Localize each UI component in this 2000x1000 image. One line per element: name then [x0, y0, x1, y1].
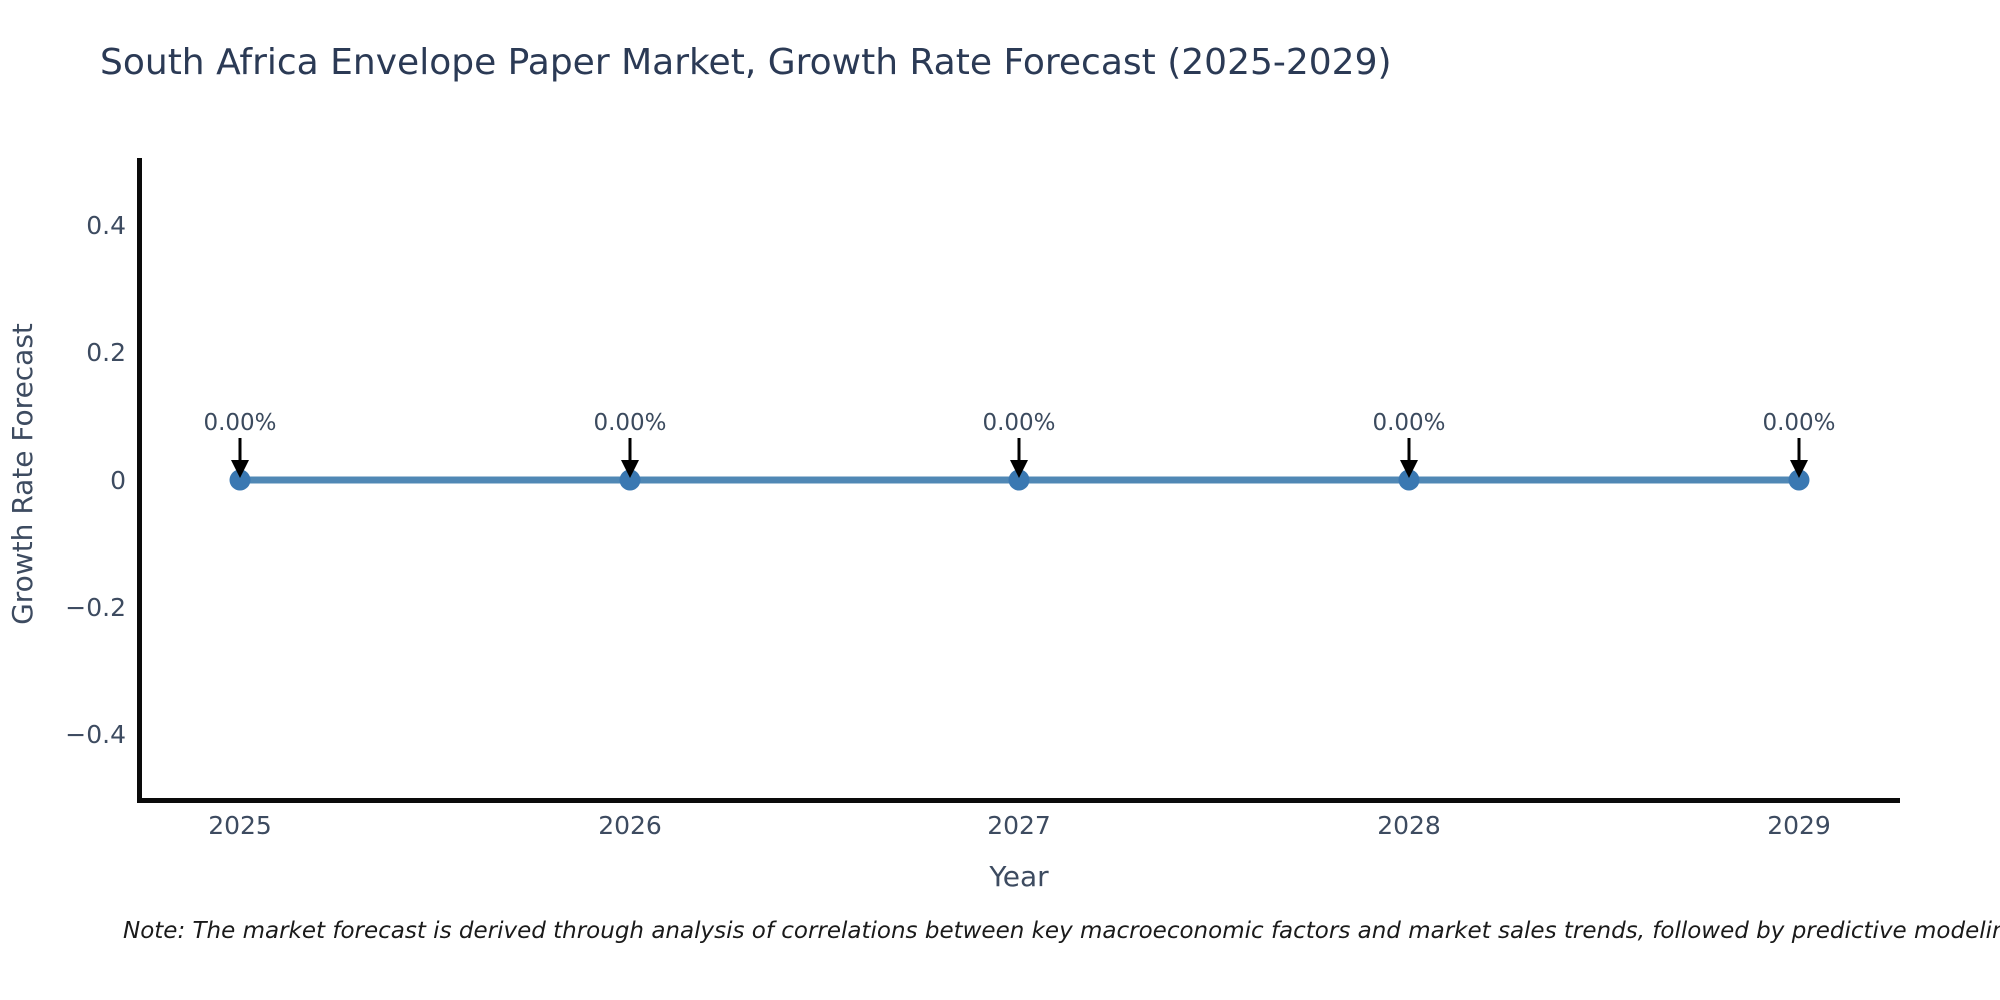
annotation-arrow	[621, 438, 639, 478]
data-point-value-label: 0.00%	[982, 410, 1055, 436]
x-tick-label: 2029	[1767, 811, 1831, 840]
axis-spines	[137, 158, 1900, 803]
arrow-head-icon	[1790, 460, 1808, 478]
y-tick-label: 0	[110, 466, 126, 495]
annotation-arrow	[1400, 438, 1418, 478]
data-point-value-label: 0.00%	[593, 410, 666, 436]
data-point-marker	[229, 469, 251, 491]
methodology-note: Note: The market forecast is derived thr…	[123, 918, 2000, 944]
data-point-value-label: 0.00%	[203, 410, 276, 436]
data-point-marker	[1008, 469, 1030, 491]
x-tick-label: 2026	[598, 811, 662, 840]
chart-title: South Africa Envelope Paper Market, Grow…	[100, 42, 1392, 83]
data-point-value-label: 0.00%	[1762, 410, 1835, 436]
data-point-value-label: 0.00%	[1372, 410, 1445, 436]
annotation-arrow	[1010, 438, 1028, 478]
y-tick-label: 0.2	[86, 338, 126, 367]
x-tick-label: 2025	[208, 811, 272, 840]
arrow-head-icon	[1400, 460, 1418, 478]
arrow-head-icon	[231, 460, 249, 478]
y-axis-title: Growth Rate Forecast	[6, 323, 39, 625]
data-point-marker	[1788, 469, 1810, 491]
annotation-arrow	[231, 438, 249, 478]
arrow-head-icon	[1010, 460, 1028, 478]
arrow-head-icon	[621, 460, 639, 478]
annotation-arrow	[1790, 438, 1808, 478]
x-tick-label: 2027	[987, 811, 1051, 840]
data-point-marker	[619, 469, 641, 491]
y-tick-label: 0.4	[86, 211, 126, 240]
y-tick-label: −0.2	[65, 593, 126, 622]
x-axis-title: Year	[988, 860, 1049, 893]
data-point-marker	[1398, 469, 1420, 491]
y-tick-label: −0.4	[65, 720, 126, 749]
x-tick-label: 2028	[1377, 811, 1441, 840]
